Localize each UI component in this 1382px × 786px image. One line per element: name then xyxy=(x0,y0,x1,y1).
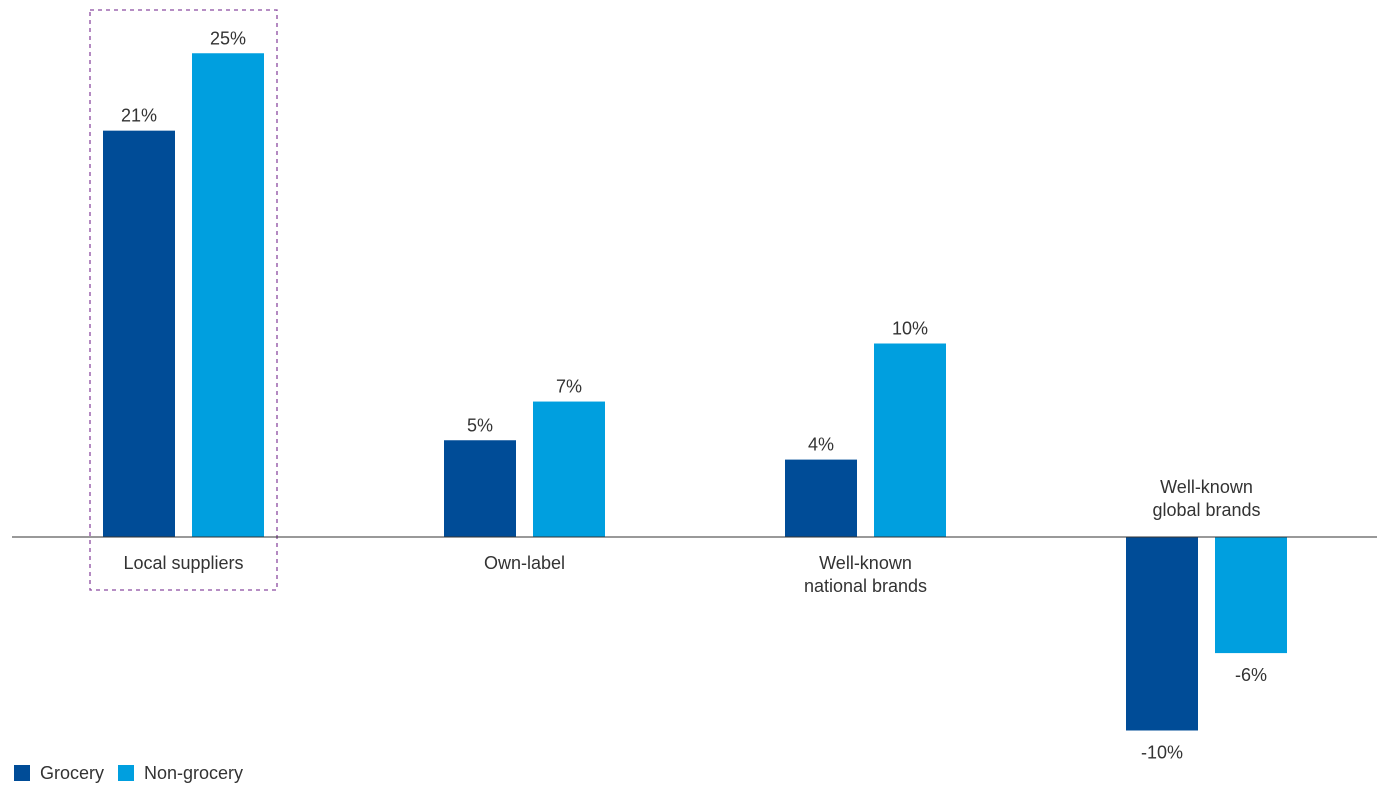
highlight-box xyxy=(89,9,278,591)
category-label-line: Well-known xyxy=(819,553,912,573)
legend-swatch-grocery xyxy=(14,765,30,781)
data-label-non-grocery-0: 25% xyxy=(210,28,246,48)
legend-label-non-grocery: Non-grocery xyxy=(144,762,244,783)
category-label-line: global brands xyxy=(1152,500,1260,520)
data-label-non-grocery-1: 7% xyxy=(556,377,582,397)
category-label-own-label: Own-label xyxy=(484,553,565,573)
bar-grocery-2 xyxy=(785,459,857,537)
category-label-line: Own-label xyxy=(484,553,565,573)
bar-grocery-1 xyxy=(444,440,516,537)
bar-non-grocery-3 xyxy=(1215,537,1287,654)
category-label-local-suppliers: Local suppliers xyxy=(123,553,243,573)
category-label-well-known-national-brands: Well-known national brands xyxy=(804,553,927,596)
bar-grocery-0 xyxy=(103,130,175,537)
bar-non-grocery-1 xyxy=(533,401,605,537)
category-label-well-known-global-brands: Well-known global brands xyxy=(1152,477,1260,520)
category-label-line: national brands xyxy=(804,576,927,596)
data-label-grocery-2: 4% xyxy=(808,435,834,455)
bar-non-grocery-0 xyxy=(192,53,264,537)
legend-item-grocery: Grocery xyxy=(14,763,104,784)
category-label-line: Well-known xyxy=(1160,477,1253,497)
bar-non-grocery-2 xyxy=(874,343,946,537)
legend-item-non-grocery: Non-grocery xyxy=(118,763,243,784)
legend-swatch-non-grocery xyxy=(118,765,135,781)
legend-label-grocery: Grocery xyxy=(40,762,105,783)
data-label-grocery-3: -10% xyxy=(1141,743,1183,763)
category-label-line: Local suppliers xyxy=(123,553,243,573)
legend: Grocery Non-grocery xyxy=(14,762,257,784)
data-label-grocery-0: 21% xyxy=(121,106,157,126)
data-label-grocery-1: 5% xyxy=(467,415,493,435)
data-label-non-grocery-2: 10% xyxy=(892,319,928,339)
data-label-non-grocery-3: -6% xyxy=(1235,665,1267,685)
bar-grocery-3 xyxy=(1126,537,1198,731)
